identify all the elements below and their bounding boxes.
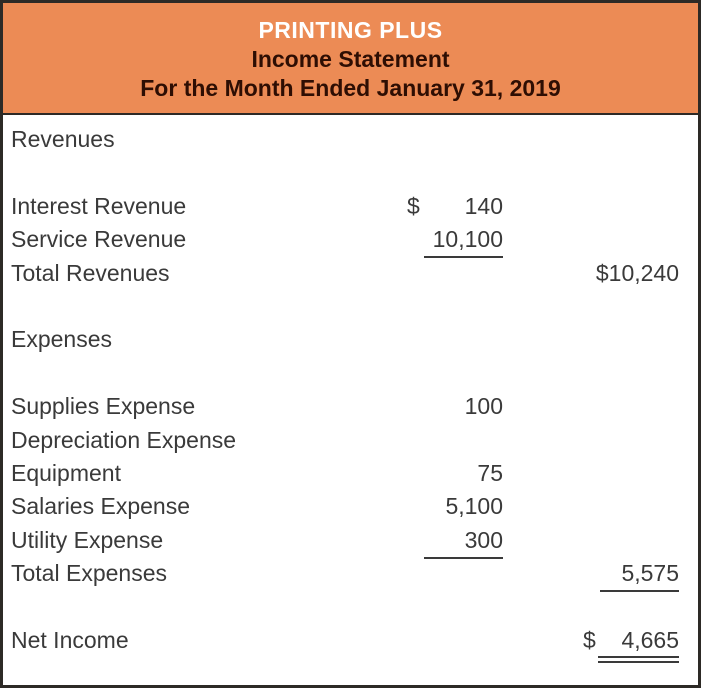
amount-value: 5,575 bbox=[600, 560, 679, 593]
amount-mid-cell: 75 bbox=[407, 459, 503, 486]
statement-row: Service Revenue 10,100 bbox=[3, 223, 698, 259]
row-label: Interest Revenue bbox=[11, 192, 187, 219]
row-label: Total Expenses bbox=[11, 560, 167, 587]
spacer-row bbox=[3, 156, 698, 189]
amount-mid-cell: 5,100 bbox=[407, 493, 503, 520]
row-label: Salaries Expense bbox=[11, 493, 190, 520]
statement-row: Utility Expense 300 bbox=[3, 524, 698, 559]
amount-value: 140 bbox=[464, 192, 503, 219]
amount-right-cell: $10,240 bbox=[583, 257, 679, 290]
row-label: Total Revenues bbox=[11, 259, 170, 286]
amount-value: 5,100 bbox=[445, 493, 503, 520]
statement-row: Interest Revenue $140 bbox=[3, 190, 698, 223]
amount-value: 300 bbox=[424, 527, 503, 559]
statement-row: Equipment 75 bbox=[3, 457, 698, 490]
amount-right-cell: 5,575 bbox=[583, 560, 679, 593]
spacer-row bbox=[3, 290, 698, 323]
section-row: Expenses bbox=[3, 323, 698, 356]
section-label: Expenses bbox=[11, 326, 113, 353]
amount-right-cell: $4,665 bbox=[583, 624, 679, 664]
row-label: Supplies Expense bbox=[11, 393, 196, 420]
statement-row: Salaries Expense 5,100 bbox=[3, 490, 698, 523]
statement-period: For the Month Ended January 31, 2019 bbox=[140, 75, 561, 101]
row-label: Utility Expense bbox=[11, 526, 164, 553]
amount-value: 10,100 bbox=[424, 226, 503, 259]
statement-row: Total Expenses 5,575 bbox=[3, 557, 698, 593]
amount-value: 4,665 bbox=[598, 627, 679, 664]
row-label: Net Income bbox=[11, 626, 129, 653]
company-name: PRINTING PLUS bbox=[258, 17, 443, 43]
amount-mid-cell: 300 bbox=[407, 527, 503, 559]
spacer-row bbox=[3, 590, 698, 623]
section-label: Revenues bbox=[11, 126, 115, 152]
amount-mid-cell: $140 bbox=[407, 190, 503, 223]
row-label: Equipment bbox=[11, 459, 121, 486]
statement-title: Income Statement bbox=[251, 46, 450, 72]
statement-header: PRINTING PLUS Income Statement For the M… bbox=[3, 3, 698, 115]
dollar-sign: $ bbox=[583, 626, 596, 653]
section-row: Revenues bbox=[3, 123, 698, 156]
statement-row: Supplies Expense 100 bbox=[3, 390, 698, 423]
row-label: Service Revenue bbox=[11, 226, 187, 253]
spacer-row bbox=[3, 357, 698, 390]
amount-mid-cell: 10,100 bbox=[407, 226, 503, 259]
statement-row: Depreciation Expense bbox=[3, 424, 698, 457]
amount-value: 100 bbox=[464, 393, 503, 420]
statement-row: Total Revenues $10,240 bbox=[3, 257, 698, 290]
amount-value: 75 bbox=[477, 459, 503, 486]
row-label: Depreciation Expense bbox=[11, 426, 237, 453]
amount-value: $10,240 bbox=[595, 259, 679, 286]
statement-rows: Revenues Interest Revenue $140 Service Reve… bbox=[3, 115, 698, 685]
amount-mid-cell: 100 bbox=[407, 393, 503, 420]
dollar-sign: $ bbox=[407, 192, 420, 219]
statement-row: Net Income $4,665 bbox=[3, 624, 698, 664]
